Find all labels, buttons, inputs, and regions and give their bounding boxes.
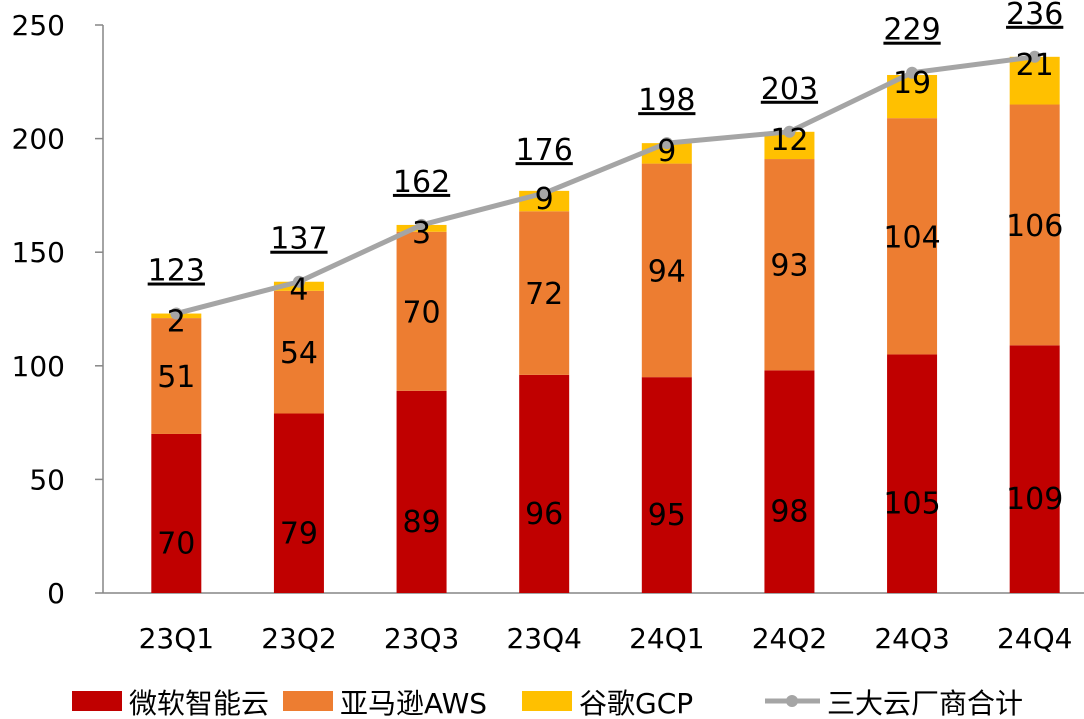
bar-value-label: 70	[402, 295, 440, 330]
bar-value-label: 9	[535, 182, 554, 217]
legend-swatch	[283, 691, 333, 711]
total-line	[170, 50, 1041, 320]
bar-segment	[151, 433, 202, 593]
bar-value-label: 95	[648, 498, 686, 533]
x-axis: 23Q1 23Q2 23Q3 23Q4 24Q1 24Q2 24Q3 24Q4	[103, 592, 1084, 655]
x-tick-label: 23Q2	[261, 622, 336, 655]
bar-value-label: 4	[289, 273, 308, 308]
legend-label: 微软智能云	[129, 687, 269, 719]
bar-value-label: 2	[167, 305, 186, 340]
legend-swatch	[522, 691, 572, 711]
total-line-point	[660, 137, 673, 150]
x-tick-label: 23Q4	[506, 622, 581, 655]
bar-segment	[396, 390, 447, 593]
bar-value-label: 106	[1006, 209, 1063, 244]
bar-value-label: 54	[280, 336, 318, 371]
legend-swatch	[72, 691, 122, 711]
bar-segment	[764, 370, 815, 593]
bar-value-label: 19	[893, 66, 931, 101]
bar-segment	[519, 374, 570, 593]
legend: 微软智能云 亚马逊AWS 谷歌GCP 三大云厂商合计	[72, 687, 1023, 719]
bar-segment	[151, 318, 202, 434]
y-axis: 0 50 100 150 200 250	[12, 9, 104, 610]
x-tick-label: 23Q1	[139, 622, 214, 655]
bar-value-label: 94	[648, 254, 686, 289]
data-labels: 70 51 2 79 54 4 89 70 3 96 72 9 95 94 9 98 93 12 105 104 19 1…	[148, 0, 1064, 561]
total-line-point	[170, 307, 183, 320]
bar-segment	[641, 377, 692, 593]
x-tick-label: 24Q3	[874, 622, 949, 655]
x-tick-label: 24Q2	[752, 622, 827, 655]
bar-segment	[641, 163, 692, 378]
bar-value-label: 96	[525, 497, 563, 532]
bar-value-label: 105	[883, 487, 940, 522]
bar-value-label: 72	[525, 277, 563, 312]
bar-segment	[396, 231, 447, 391]
bar-value-label: 104	[883, 220, 940, 255]
total-value-label: 162	[393, 165, 450, 200]
y-tick-label: 100	[12, 350, 65, 383]
total-value-label: 203	[761, 72, 818, 107]
bar-segment	[887, 354, 938, 593]
total-value-label: 176	[516, 133, 573, 168]
total-line-point	[783, 125, 796, 138]
bar-value-label: 79	[280, 516, 318, 551]
bar-value-label: 93	[770, 249, 808, 284]
y-tick-label: 50	[29, 463, 65, 496]
y-tick-label: 0	[47, 577, 65, 610]
bar-segment	[887, 118, 938, 355]
legend-label: 亚马逊AWS	[340, 687, 487, 719]
total-line-point	[538, 187, 551, 200]
bar-value-label: 109	[1006, 482, 1063, 517]
bar-segment	[273, 290, 324, 414]
total-line-point	[906, 66, 919, 79]
total-value-label: 236	[1006, 0, 1063, 32]
bar-value-label: 21	[1016, 48, 1054, 83]
bar-value-label: 9	[657, 134, 676, 169]
y-tick-label: 200	[12, 123, 65, 156]
bar-value-label: 70	[157, 526, 195, 561]
total-value-label: 137	[270, 222, 327, 257]
bars	[151, 56, 1060, 593]
bar-value-label: 12	[770, 123, 808, 158]
total-value-label: 123	[148, 254, 205, 289]
bar-value-label: 98	[770, 495, 808, 530]
x-tick-label: 24Q4	[997, 622, 1072, 655]
bar-segment	[273, 413, 324, 593]
bar-value-label: 3	[412, 216, 431, 251]
bar-segment	[1009, 345, 1060, 593]
bar-value-label: 51	[157, 360, 195, 395]
total-value-label: 198	[638, 83, 695, 118]
bar-value-label: 89	[402, 505, 440, 540]
total-line-path	[175, 54, 1036, 316]
y-tick-label: 250	[12, 9, 65, 42]
x-tick-label: 24Q1	[629, 622, 704, 655]
total-value-label: 229	[883, 13, 940, 48]
bar-segment	[1009, 104, 1060, 346]
total-line-point	[1028, 50, 1041, 63]
total-line-point	[292, 275, 305, 288]
legend-line-marker	[786, 695, 798, 707]
bar-segment	[1009, 56, 1060, 105]
legend-label: 三大云厂商合计	[827, 687, 1023, 719]
bar-segment	[519, 211, 570, 375]
bar-segment	[764, 159, 815, 371]
total-line-point	[415, 218, 428, 231]
y-tick-label: 150	[12, 236, 65, 269]
x-tick-label: 23Q3	[384, 622, 459, 655]
legend-label: 谷歌GCP	[579, 687, 693, 719]
